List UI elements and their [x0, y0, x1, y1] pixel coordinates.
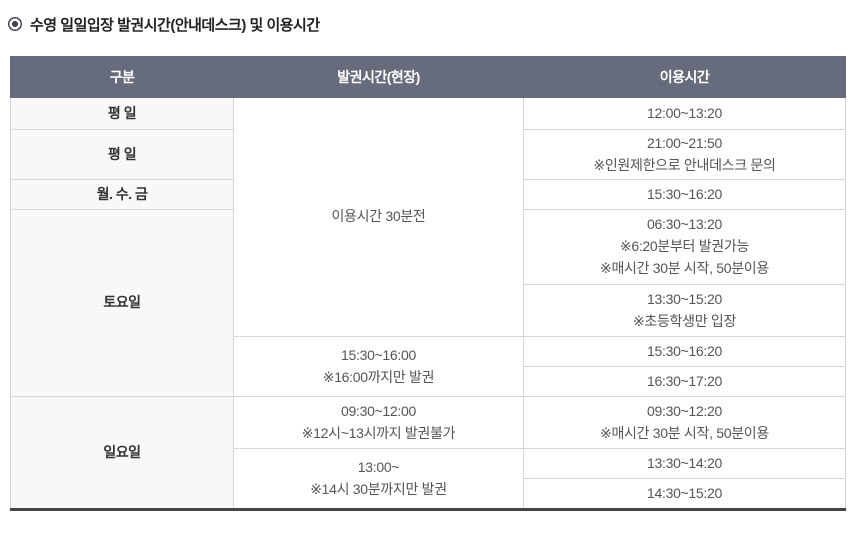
page-title-text: 수영 일일입장 발권시간(안내데스크) 및 이용시간: [30, 16, 320, 34]
table-row: 평 일 21:00~21:50 ※인원제한으로 안내데스크 문의: [10, 129, 846, 180]
category-saturday: 토요일: [10, 209, 234, 397]
table-row: 토요일 06:30~13:20 ※6:20분부터 발권가능 ※매시간 30분 시…: [10, 209, 846, 397]
usage-cell-9: 13:30~14:20: [523, 448, 846, 479]
usage-cell-5: 13:30~15:20 ※초등학생만 입장: [523, 284, 846, 337]
col-header-ticketing-time: 발권시간(현장): [233, 56, 524, 98]
usage-cell-6: 15:30~16:20: [523, 336, 846, 367]
table-row: 14:30~15:20: [11, 478, 846, 510]
table-row: 15:30~16:00 ※16:00까지만 발권 15:30~16:20: [11, 336, 846, 397]
table-row: 일요일 09:30~12:00 ※12시~13시까지 발권불가 09:30~12…: [10, 396, 846, 510]
category-mon-wed-fri: 월. 수. 금: [10, 179, 234, 210]
table-row: 13:30~15:20 ※초등학생만 입장: [11, 284, 846, 337]
usage-cell-3: 15:30~16:20: [523, 179, 846, 210]
swim-schedule-table: 구분 발권시간(현장) 이용시간 평 일 이용시간 30분전 12:00~13:…: [10, 56, 846, 511]
bullseye-icon: [8, 17, 22, 31]
ticketing-cell-saturday-late: 15:30~16:00 ※16:00까지만 발권: [233, 336, 524, 397]
usage-cell-7: 16:30~17:20: [523, 366, 846, 397]
usage-cell-1: 12:00~13:20: [523, 97, 846, 130]
col-header-category: 구분: [10, 56, 234, 98]
col-header-usage-time: 이용시간: [523, 56, 846, 98]
table-row: 평 일 이용시간 30분전 12:00~13:20: [10, 97, 846, 337]
table-row: 13:00~ ※14시 30분까지만 발권 13:30~14:20: [11, 448, 846, 510]
table-header-row: 구분 발권시간(현장) 이용시간: [10, 56, 846, 98]
page-title: 수영 일일입장 발권시간(안내데스크) 및 이용시간: [0, 0, 854, 37]
table-row: 월. 수. 금 15:30~16:20: [10, 179, 846, 210]
ticketing-cell-30min-before: 이용시간 30분전: [233, 97, 524, 337]
usage-cell-8: 09:30~12:20 ※매시간 30분 시작, 50분이용: [523, 396, 846, 449]
category-sunday: 일요일: [10, 396, 234, 510]
category-weekday-2: 평 일: [10, 129, 234, 180]
ticketing-cell-sunday-afternoon: 13:00~ ※14시 30분까지만 발권: [233, 448, 524, 510]
usage-cell-4: 06:30~13:20 ※6:20분부터 발권가능 ※매시간 30분 시작, 5…: [523, 209, 846, 285]
ticketing-cell-sunday-morning: 09:30~12:00 ※12시~13시까지 발권불가: [233, 396, 524, 449]
category-weekday-1: 평 일: [10, 97, 234, 130]
usage-cell-10: 14:30~15:20: [523, 478, 846, 510]
usage-cell-2: 21:00~21:50 ※인원제한으로 안내데스크 문의: [523, 129, 846, 180]
